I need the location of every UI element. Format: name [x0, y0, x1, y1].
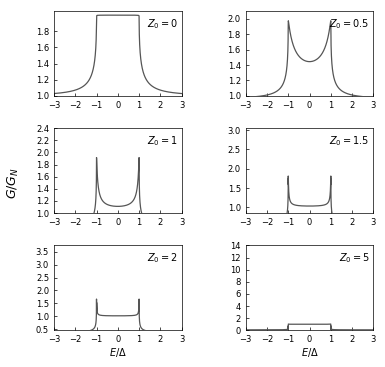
X-axis label: $E/\Delta$: $E/\Delta$ [109, 346, 127, 359]
Text: $Z_0 = 2$: $Z_0 = 2$ [147, 251, 178, 265]
Text: $G/G_N$: $G/G_N$ [6, 168, 21, 199]
Text: $Z_0 = 1.5$: $Z_0 = 1.5$ [330, 134, 370, 148]
Text: $Z_0 = 5$: $Z_0 = 5$ [339, 251, 370, 265]
Text: $Z_0 = 0$: $Z_0 = 0$ [147, 17, 178, 31]
Text: $Z_0 = 1$: $Z_0 = 1$ [147, 134, 178, 148]
X-axis label: $E/\Delta$: $E/\Delta$ [301, 346, 318, 359]
Text: $Z_0 = 0.5$: $Z_0 = 0.5$ [330, 17, 370, 31]
